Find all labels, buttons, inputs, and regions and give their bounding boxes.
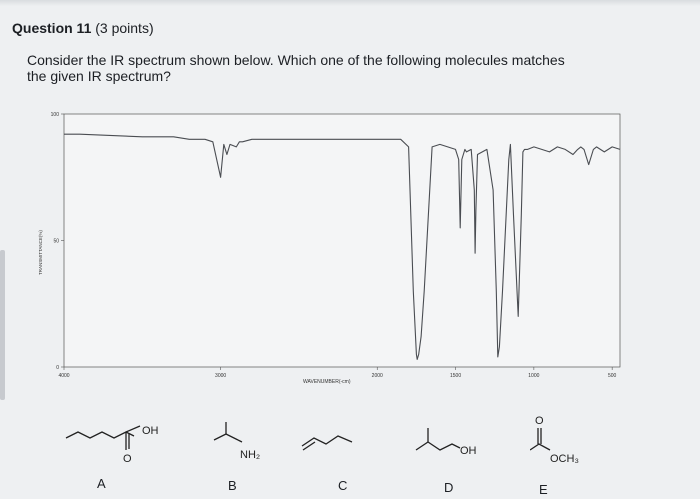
top-shadow [0, 0, 700, 6]
molecule-d-oh: OH [460, 445, 477, 457]
y-tick-label: 50 [53, 239, 59, 245]
y-axis-label: TRANSMITTANCE(%) [38, 230, 43, 275]
option-c[interactable]: C [300, 420, 380, 493]
x-tick-label: 3000 [215, 373, 226, 379]
option-d-letter: D [444, 480, 454, 495]
question-number: Question 11 [12, 20, 92, 36]
molecule-e-structure: O OCH₃ [529, 415, 579, 465]
question-points: (3 points) [95, 20, 154, 36]
molecule-b-nh2: NH₂ [240, 449, 260, 461]
question-title: Question 11 (3 points) [12, 20, 154, 36]
y-tick-label: 0 [56, 365, 59, 371]
molecule-e-och3: OCH₃ [550, 453, 579, 465]
x-axis-label: WAVENUMBER(-cm) [303, 379, 351, 385]
x-tick-label: 1500 [450, 373, 461, 379]
option-a-letter: A [97, 476, 106, 491]
molecule-a-oh: OH [142, 425, 159, 437]
option-e[interactable]: O OCH₃ E [529, 412, 640, 497]
molecule-a-o: O [123, 453, 132, 465]
plot-frame [63, 113, 621, 368]
x-tick-label: 4000 [58, 373, 69, 379]
option-c-letter: C [338, 478, 348, 493]
question-text: Consider the IR spectrum shown below. Wh… [27, 52, 565, 84]
option-e-letter: E [539, 482, 548, 497]
y-tick-label: 100 [51, 112, 60, 118]
molecule-a-structure: OH O [65, 425, 159, 465]
option-d[interactable]: OH D [408, 420, 508, 495]
option-b-letter: B [228, 478, 237, 493]
option-a[interactable]: OH O A [62, 420, 182, 491]
molecule-e-o: O [535, 415, 544, 427]
x-tick-label: 2000 [372, 373, 383, 379]
molecule-b-structure: NH₂ [213, 422, 260, 461]
spectrum-line [64, 133, 621, 360]
x-tick-label: 1000 [528, 373, 539, 379]
x-tick-label: 500 [608, 373, 617, 379]
scrollbar[interactable] [0, 250, 5, 400]
molecule-d-structure: OH [415, 428, 477, 457]
molecule-c-structure [301, 435, 353, 451]
option-b[interactable]: NH₂ B [210, 420, 280, 493]
